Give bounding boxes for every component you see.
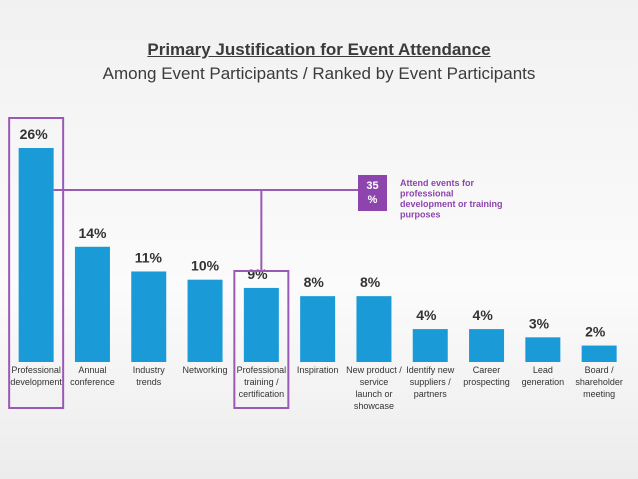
category-label-10: Board / shareholder meeting xyxy=(575,365,623,399)
category-label-8: Career prospecting xyxy=(463,365,510,387)
category-label-4: Professional training / certification xyxy=(237,365,287,399)
bar-1 xyxy=(74,246,110,362)
category-label-9: Lead generation xyxy=(522,365,565,387)
value-label-8: 4% xyxy=(473,307,494,323)
category-label-5: Inspiration xyxy=(297,365,339,375)
bar-10 xyxy=(581,345,617,362)
bar-5 xyxy=(300,296,336,362)
bar-7 xyxy=(412,329,448,362)
chart-subtitle: Among Event Participants / Ranked by Eve… xyxy=(102,64,536,83)
category-label-0: Professional development xyxy=(10,365,62,387)
bar-0 xyxy=(18,148,54,362)
highlight-box-0 xyxy=(8,117,65,409)
value-label-6: 8% xyxy=(360,274,381,290)
category-label-2: Industry trends xyxy=(133,365,166,387)
value-label-9: 3% xyxy=(529,315,550,331)
value-label-5: 8% xyxy=(304,274,325,290)
category-label-3: Networking xyxy=(183,365,228,375)
value-label-0: 26% xyxy=(20,126,49,142)
bar-3 xyxy=(187,279,223,362)
category-label-7: Identify new suppliers / partners xyxy=(406,365,455,399)
value-label-1: 14% xyxy=(78,225,107,241)
value-label-10: 2% xyxy=(585,324,606,340)
bar-2 xyxy=(131,271,167,362)
annotation-badge-text: 35% xyxy=(366,180,378,206)
category-label-1: Annual conference xyxy=(70,365,115,387)
annotation-badge xyxy=(358,175,387,211)
chart-title: Primary Justification for Event Attendan… xyxy=(147,40,491,59)
bar-6 xyxy=(356,296,392,362)
annotation-text: Attend events for professional development… xyxy=(400,178,503,220)
value-label-2: 11% xyxy=(135,249,163,265)
category-label-6: New product / service launch or showcase xyxy=(346,365,402,411)
value-label-7: 4% xyxy=(416,307,437,323)
bar-4 xyxy=(243,287,279,362)
value-label-3: 10% xyxy=(191,258,220,274)
bar-9 xyxy=(525,337,561,362)
bar-8 xyxy=(469,329,505,362)
value-label-4: 9% xyxy=(247,266,268,282)
